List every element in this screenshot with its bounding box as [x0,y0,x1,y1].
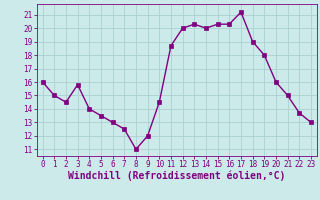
X-axis label: Windchill (Refroidissement éolien,°C): Windchill (Refroidissement éolien,°C) [68,171,285,181]
